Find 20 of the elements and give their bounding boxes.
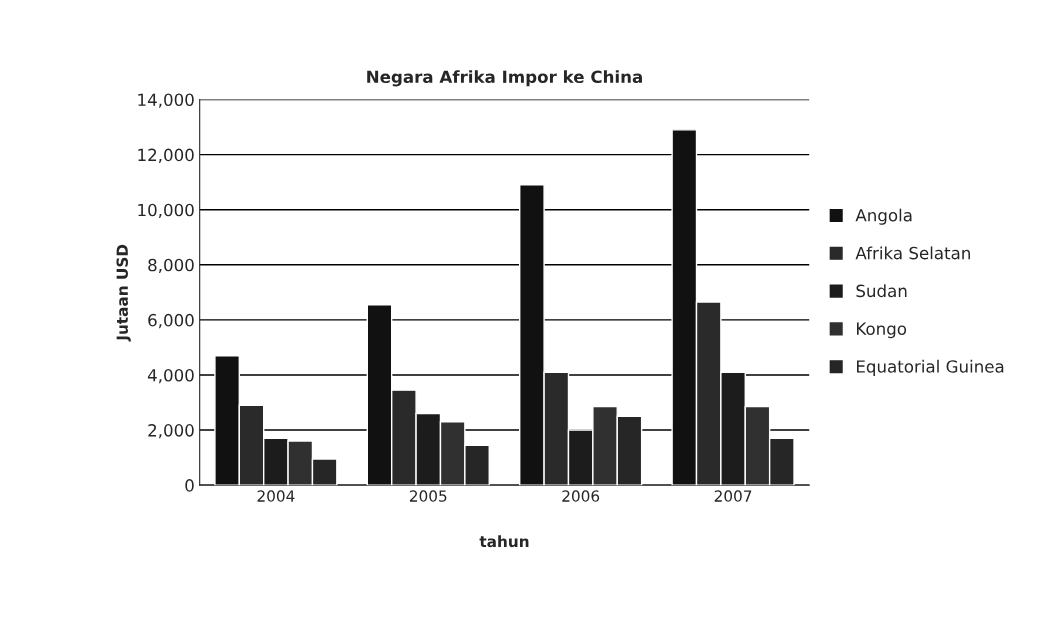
- y-tick-label: 6,000: [148, 313, 194, 329]
- legend-label: Equatorial Guinea: [857, 359, 1004, 376]
- x-tick-label: 2007: [714, 490, 752, 502]
- y-tick-label: 2,000: [148, 424, 194, 439]
- y-axis-title: Jutaan USD: [116, 244, 131, 342]
- legend-label: Angola: [855, 208, 912, 225]
- legend-label: Kongo: [857, 322, 907, 339]
- y-tick-label: 8,000: [148, 258, 194, 274]
- x-axis-title: tahun: [479, 535, 529, 548]
- legend-label: Sudan: [856, 284, 907, 298]
- x-tick-label: 2004: [257, 490, 295, 502]
- y-tick-label: 14,000: [138, 93, 194, 108]
- y-tick-label: 10,000: [138, 203, 194, 218]
- chart-title: Negara Afrika Impor ke China: [367, 70, 642, 87]
- y-tick-label: 12,000: [138, 148, 194, 163]
- legend-label: Afrika Selatan: [855, 246, 970, 260]
- y-tick-label: 4,000: [147, 368, 194, 384]
- y-tick-label: 0: [185, 479, 194, 492]
- x-tick-label: 2006: [562, 490, 600, 502]
- x-tick-label: 2005: [409, 490, 447, 502]
